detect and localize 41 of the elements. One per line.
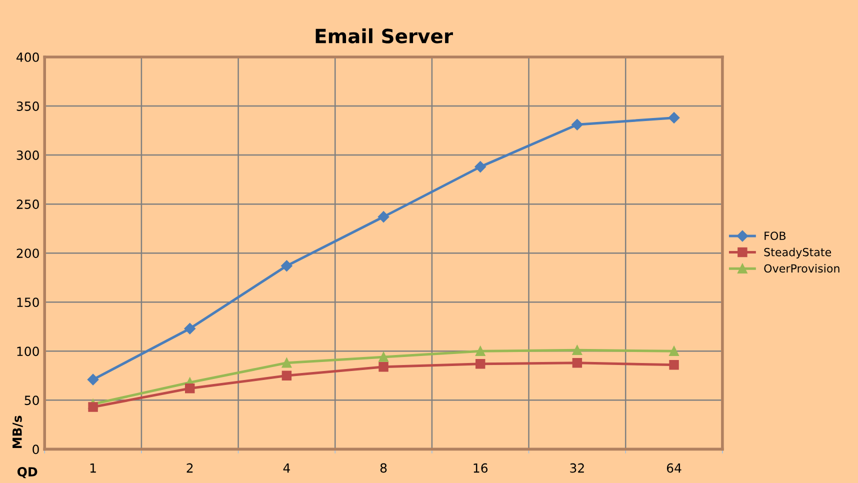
- y-tick-label: 300: [16, 150, 39, 160]
- point: [668, 112, 680, 124]
- x-tick-label: 4: [283, 463, 290, 473]
- point: [475, 359, 486, 369]
- point: [378, 352, 388, 362]
- point: [572, 119, 583, 130]
- point: [475, 346, 486, 356]
- point: [474, 161, 486, 172]
- point: [87, 374, 99, 386]
- point: [378, 211, 390, 222]
- x-tick-label: 64: [666, 463, 682, 473]
- y-tick-label: 0: [32, 444, 39, 454]
- legend-label: FOB: [764, 232, 786, 240]
- y-tick-label: 150: [17, 298, 39, 308]
- y-tick-label: 400: [16, 52, 39, 62]
- y-axis-title: MB/s: [12, 416, 23, 448]
- point: [184, 322, 196, 334]
- x-tick-label: 1: [90, 463, 96, 473]
- point: [378, 362, 388, 372]
- chart-title: Email Server: [316, 28, 453, 44]
- point: [185, 384, 195, 394]
- y-tick-label: 200: [16, 248, 39, 258]
- point: [88, 402, 98, 412]
- point: [282, 370, 292, 381]
- point: [572, 345, 582, 356]
- legend-label: SteadyState: [764, 248, 832, 258]
- point: [281, 260, 292, 272]
- x-tick-label: 8: [380, 463, 387, 473]
- x-axis-title: QD: [17, 467, 38, 478]
- x-tick-label: 32: [570, 463, 584, 473]
- point: [669, 346, 679, 356]
- point: [669, 360, 679, 370]
- x-tick-label: 16: [474, 463, 488, 473]
- point: [282, 358, 292, 368]
- legend-label: OverProvision: [764, 264, 840, 273]
- point: [572, 358, 582, 368]
- y-tick-label: 50: [24, 396, 39, 406]
- y-tick-label: 350: [16, 101, 39, 111]
- x-tick-label: 2: [186, 463, 193, 473]
- y-tick-label: 100: [17, 346, 39, 356]
- y-tick-label: 250: [16, 200, 39, 209]
